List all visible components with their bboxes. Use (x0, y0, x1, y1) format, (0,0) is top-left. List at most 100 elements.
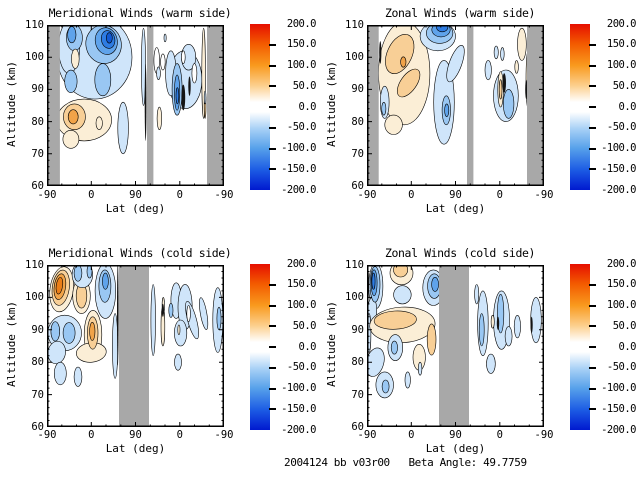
contour-feature (504, 326, 513, 347)
panel-title: Zonal Winds (cold side) (384, 246, 536, 260)
colorbar-tick (589, 366, 596, 369)
contour-feature (393, 265, 408, 278)
contour-feature (474, 284, 480, 305)
colorbar-tick-label: 0.0 (298, 340, 317, 353)
colorbar-tick (269, 64, 276, 67)
colorbar-tick (269, 283, 276, 286)
contour-feature (177, 324, 181, 336)
colorbar-tick (589, 126, 596, 129)
y-tick-label: 80 (31, 356, 44, 369)
x-tick-label: 0 (88, 189, 95, 201)
colorbar-tick (269, 126, 276, 129)
x-tick-label: -90 (37, 189, 57, 201)
colorbar-tick-label: -150.0 (601, 162, 636, 175)
x-tick-label: -90 (534, 429, 554, 441)
contour-feature (150, 284, 156, 356)
contour-feature (105, 32, 113, 44)
colorbar-tick-label: 200.0 (286, 17, 317, 30)
contour-feature (168, 303, 174, 318)
y-tick-label: 110 (345, 259, 364, 271)
contour-feature (381, 379, 390, 394)
contour-feature (160, 53, 166, 71)
contour-feature (530, 316, 533, 333)
missing-data-band (119, 265, 149, 427)
colorbar-tick (589, 387, 596, 390)
plot-frame (47, 265, 224, 427)
contour-feature (525, 79, 528, 100)
contour-feature (54, 361, 67, 386)
x-tick-label: 90 (129, 429, 142, 441)
missing-data-band (147, 25, 154, 186)
missing-data-band (207, 25, 224, 186)
contour-feature (175, 87, 180, 105)
y-axis-label: Altitude (km) (5, 60, 18, 148)
contour-feature (446, 45, 465, 83)
contour-feature (67, 109, 79, 125)
contour-feature (62, 130, 80, 149)
y-tick-label: 80 (351, 356, 364, 369)
x-axis-label: Lat (deg) (425, 202, 486, 215)
contour-plot (47, 265, 224, 427)
contour-feature (500, 47, 505, 61)
colorbar-tick (589, 168, 596, 171)
contour-feature (156, 106, 162, 130)
missing-data-band (47, 25, 60, 186)
colorbar-tick (269, 43, 276, 46)
contour-feature (62, 322, 76, 344)
contour-feature (94, 63, 112, 97)
colorbar-tick-label: -100.0 (601, 142, 636, 154)
colorbar-tick-label: 200.0 (606, 17, 637, 30)
contour-feature (186, 305, 191, 323)
colorbar-tick (589, 283, 596, 286)
x-tick-label: 0 (496, 429, 503, 441)
colorbar-tick-label: 0.0 (618, 100, 637, 113)
contour-plot (367, 265, 544, 427)
contour-feature (203, 90, 207, 105)
x-tick-label: 0 (176, 429, 183, 441)
colorbar-tick-label: 0.0 (618, 340, 637, 353)
colorbar-tick (589, 106, 596, 108)
x-tick-label: 0 (88, 429, 95, 441)
x-tick-label: 90 (449, 189, 462, 201)
colorbar-tick-label: 100.0 (286, 59, 317, 71)
colorbar-tick (589, 147, 596, 150)
footer-annotation: 2004124 bb v03r00 Beta Angle: 49.7759 (284, 456, 527, 469)
plot-frame (47, 25, 224, 186)
panel-meridional-cold: Meridional Winds (cold side) Altitude (k… (0, 240, 320, 480)
contour-feature (381, 101, 387, 116)
x-tick-label: -90 (357, 189, 377, 201)
panel-title: Meridional Winds (cold side) (48, 246, 232, 260)
contour-feature (73, 366, 83, 387)
colorbar-tick (589, 304, 596, 307)
colorbar-tick (589, 346, 596, 348)
contour-feature (64, 69, 78, 94)
contour-feature (199, 297, 209, 330)
colorbar-tick-label: -200.0 (281, 183, 316, 196)
colorbar-tick-label: 100.0 (606, 299, 637, 311)
contour-feature (426, 323, 437, 356)
colorbar-tick-label: 100.0 (286, 299, 317, 311)
colorbar-tick (269, 366, 276, 369)
contour-feature (404, 371, 411, 389)
panel-title: Meridional Winds (warm side) (48, 6, 232, 20)
colorbar-tick-label: -100.0 (281, 142, 316, 154)
contour-feature (191, 63, 198, 84)
colorbar-tick-label: 50.0 (612, 79, 637, 92)
x-tick-label: -90 (37, 429, 57, 441)
contour-feature (390, 340, 398, 355)
colorbar (570, 24, 590, 190)
y-tick-label: 80 (31, 115, 44, 128)
contour-feature (514, 60, 519, 74)
contour-feature (530, 297, 542, 344)
x-tick-label: -90 (534, 189, 554, 201)
contour-feature (73, 265, 83, 282)
y-axis-label: Altitude (km) (5, 300, 18, 388)
y-tick-label: 90 (351, 83, 364, 96)
colorbar-tick (269, 408, 276, 411)
x-axis-label: Lat (deg) (105, 202, 166, 215)
contour-plot (367, 25, 544, 186)
contour-feature (373, 310, 417, 330)
contour-feature (384, 114, 403, 135)
colorbar-tick-label: -50.0 (286, 361, 317, 374)
